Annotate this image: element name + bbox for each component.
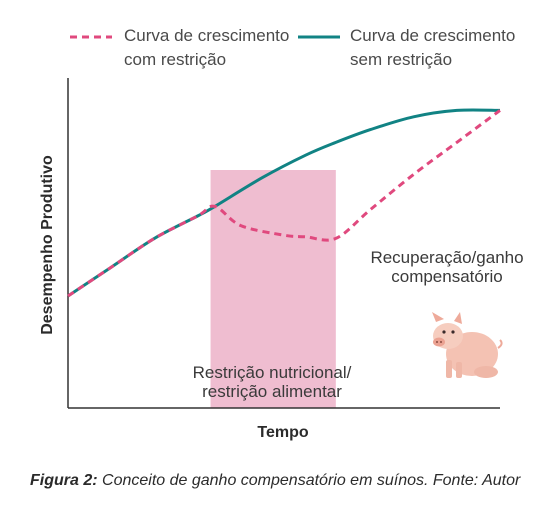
recovery-annotation-line1: Recuperação/ganho (370, 248, 523, 267)
restriction-period-band (210, 170, 336, 408)
restriction-band-label-line1: Restrição nutricional/ (193, 363, 352, 382)
x-axis-label: Tempo (257, 424, 308, 441)
legend-restricted-label-line1: Curva de crescimento (124, 26, 289, 45)
legend-restricted-label-line2: com restrição (124, 50, 226, 69)
legend-unrestricted-label-line2: sem restrição (350, 50, 452, 69)
figure-caption-prefix: Figura 2: (30, 472, 98, 489)
figure-caption-text: Conceito de ganho compensatório em suíno… (97, 472, 521, 489)
restriction-band-label-line2: restrição alimentar (202, 382, 342, 401)
recovery-annotation-line2: compensatório (391, 267, 503, 286)
figure-caption: Figura 2: Conceito de ganho compensatóri… (30, 472, 540, 490)
legend-unrestricted-label-line1: Curva de crescimento (350, 26, 515, 45)
legend: Curva de crescimento com restrição Curva… (70, 26, 515, 69)
y-axis-label: Desempenho Produtivo (39, 155, 56, 335)
pig-icon (432, 312, 503, 378)
